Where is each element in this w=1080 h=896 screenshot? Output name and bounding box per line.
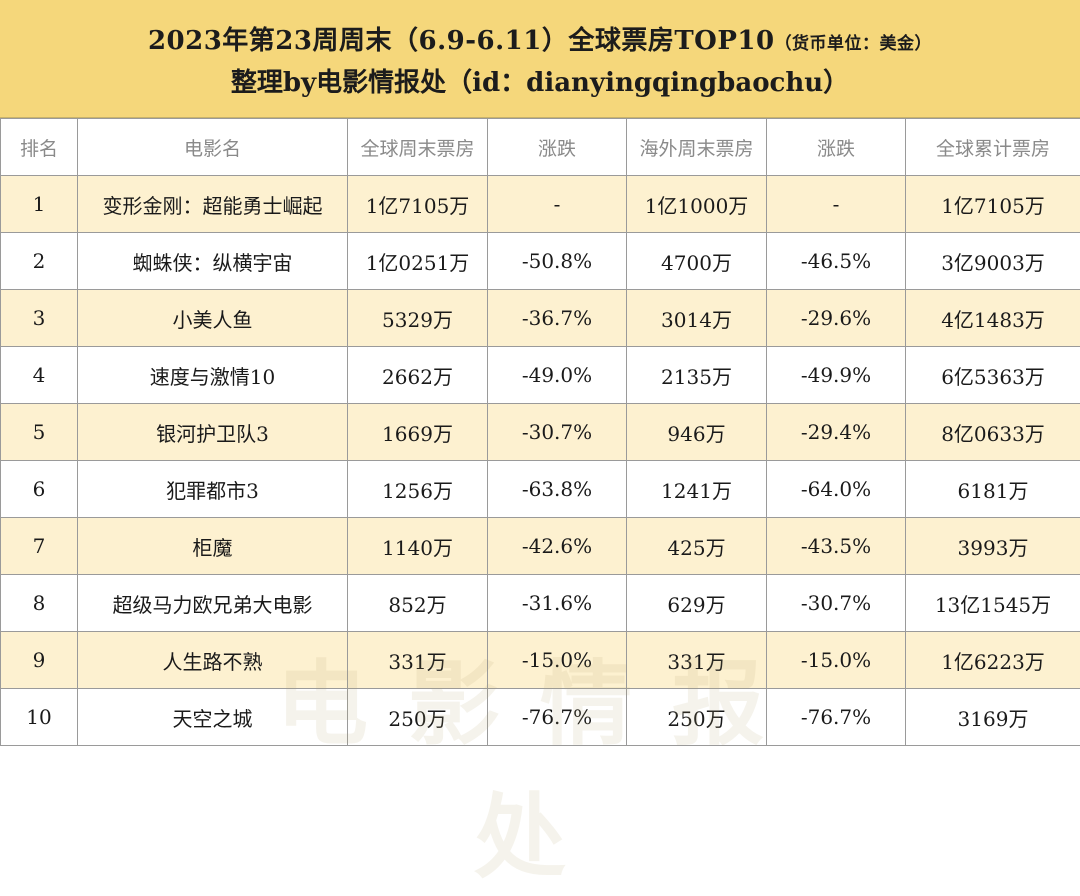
global-change-cell: -49.0% [488, 347, 627, 404]
rank-cell: 1 [1, 176, 78, 233]
global-change-cell: -42.6% [488, 518, 627, 575]
overseas-weekend-cell: 425万 [627, 518, 767, 575]
global-change-cell: -15.0% [488, 632, 627, 689]
rank-cell: 2 [1, 233, 78, 290]
global-total-cell: 3亿9003万 [906, 233, 1080, 290]
overseas-change-cell: -29.4% [767, 404, 906, 461]
rank-cell: 9 [1, 632, 78, 689]
column-header-global-weekend: 全球周末票房 [348, 119, 488, 176]
title-banner: 2023年第23周周末（6.9-6.11）全球票房TOP10（货币单位：美金） … [0, 0, 1080, 118]
rank-cell: 4 [1, 347, 78, 404]
global-change-cell: -63.8% [488, 461, 627, 518]
global-weekend-cell: 5329万 [348, 290, 488, 347]
column-header-overseas-change: 涨跌 [767, 119, 906, 176]
column-header-overseas-weekend: 海外周末票房 [627, 119, 767, 176]
overseas-weekend-cell: 3014万 [627, 290, 767, 347]
global-change-cell: - [488, 176, 627, 233]
currency-unit-note: （货币单位：美金） [775, 34, 933, 54]
global-weekend-cell: 852万 [348, 575, 488, 632]
global-change-cell: -76.7% [488, 689, 627, 746]
title-cell: 小美人鱼 [78, 290, 348, 347]
global-total-cell: 1亿6223万 [906, 632, 1080, 689]
overseas-change-cell: -49.9% [767, 347, 906, 404]
title-text: 2023年第23周周末（6.9-6.11）全球票房TOP10 [148, 26, 775, 56]
title-cell: 人生路不熟 [78, 632, 348, 689]
global-change-cell: -50.8% [488, 233, 627, 290]
overseas-weekend-cell: 1亿1000万 [627, 176, 767, 233]
overseas-change-cell: -64.0% [767, 461, 906, 518]
overseas-weekend-cell: 629万 [627, 575, 767, 632]
global-total-cell: 8亿0633万 [906, 404, 1080, 461]
overseas-change-cell: -76.7% [767, 689, 906, 746]
global-weekend-cell: 1256万 [348, 461, 488, 518]
title-cell: 银河护卫队3 [78, 404, 348, 461]
column-header-title: 电影名 [78, 119, 348, 176]
overseas-change-cell: -46.5% [767, 233, 906, 290]
overseas-change-cell: - [767, 176, 906, 233]
overseas-weekend-cell: 946万 [627, 404, 767, 461]
rank-cell: 8 [1, 575, 78, 632]
global-weekend-cell: 1亿0251万 [348, 233, 488, 290]
global-change-cell: -36.7% [488, 290, 627, 347]
title-cell: 蜘蛛侠：纵横宇宙 [78, 233, 348, 290]
global-total-cell: 3169万 [906, 689, 1080, 746]
overseas-change-cell: -30.7% [767, 575, 906, 632]
title-cell: 天空之城 [78, 689, 348, 746]
global-total-cell: 6181万 [906, 461, 1080, 518]
page-subtitle: 整理by电影情报处（id：dianyingqingbaochu） [0, 62, 1080, 99]
overseas-weekend-cell: 2135万 [627, 347, 767, 404]
global-total-cell: 1亿7105万 [906, 176, 1080, 233]
overseas-change-cell: -29.6% [767, 290, 906, 347]
overseas-change-cell: -43.5% [767, 518, 906, 575]
global-change-cell: -31.6% [488, 575, 627, 632]
global-total-cell: 13亿1545万 [906, 575, 1080, 632]
page-title: 2023年第23周周末（6.9-6.11）全球票房TOP10（货币单位：美金） [0, 20, 1080, 57]
global-change-cell: -30.7% [488, 404, 627, 461]
column-header-rank: 排名 [1, 119, 78, 176]
title-cell: 柜魔 [78, 518, 348, 575]
column-header-global-change: 涨跌 [488, 119, 627, 176]
rank-cell: 5 [1, 404, 78, 461]
title-cell: 超级马力欧兄弟大电影 [78, 575, 348, 632]
global-weekend-cell: 2662万 [348, 347, 488, 404]
global-total-cell: 4亿1483万 [906, 290, 1080, 347]
rank-cell: 3 [1, 290, 78, 347]
overseas-change-cell: -15.0% [767, 632, 906, 689]
overseas-weekend-cell: 331万 [627, 632, 767, 689]
title-cell: 变形金刚：超能勇士崛起 [78, 176, 348, 233]
global-weekend-cell: 1669万 [348, 404, 488, 461]
global-total-cell: 6亿5363万 [906, 347, 1080, 404]
rank-cell: 7 [1, 518, 78, 575]
title-cell: 速度与激情10 [78, 347, 348, 404]
global-weekend-cell: 1亿7105万 [348, 176, 488, 233]
table-header-row: 排名 电影名 全球周末票房 涨跌 海外周末票房 涨跌 全球累计票房 [1, 119, 1080, 176]
overseas-weekend-cell: 4700万 [627, 233, 767, 290]
global-weekend-cell: 1140万 [348, 518, 488, 575]
global-weekend-cell: 250万 [348, 689, 488, 746]
rank-cell: 10 [1, 689, 78, 746]
overseas-weekend-cell: 1241万 [627, 461, 767, 518]
global-weekend-cell: 331万 [348, 632, 488, 689]
column-header-global-total: 全球累计票房 [906, 119, 1080, 176]
title-cell: 犯罪都市3 [78, 461, 348, 518]
global-total-cell: 3993万 [906, 518, 1080, 575]
overseas-weekend-cell: 250万 [627, 689, 767, 746]
rank-cell: 6 [1, 461, 78, 518]
